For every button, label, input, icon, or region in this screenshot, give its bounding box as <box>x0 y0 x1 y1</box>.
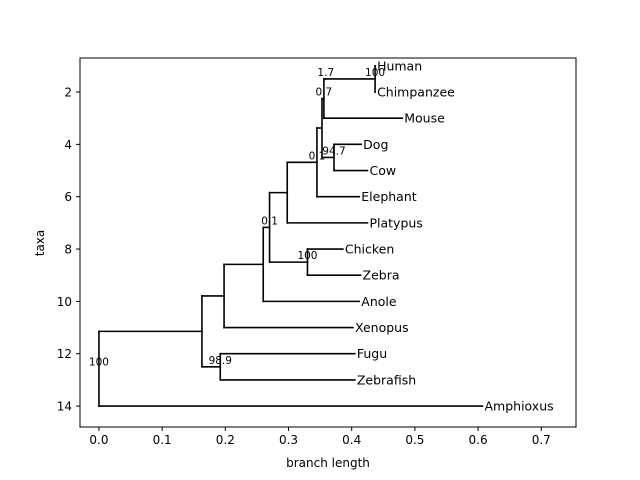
axes-frame <box>79 57 577 428</box>
support-label-root: 100 <box>89 357 109 369</box>
leaf-label-platypus: Platypus <box>369 215 422 230</box>
leaf-label-zebra: Zebra <box>363 268 400 283</box>
leaf-label-fugu: Fugu <box>357 346 387 361</box>
x-tick-label: 0.6 <box>469 433 488 447</box>
y-tick-label: 14 <box>57 400 72 414</box>
y-tick-label: 6 <box>64 190 72 204</box>
leaf-label-cow: Cow <box>369 163 396 178</box>
x-axis-title: branch length <box>286 456 370 470</box>
x-axis: 0.0 0.1 0.2 0.3 0.4 0.5 0.6 0.7 <box>89 427 551 447</box>
y-tick-label: 4 <box>64 138 72 152</box>
y-axis-title: taxa <box>33 230 47 257</box>
y-tick-label: 2 <box>64 86 72 100</box>
leaf-label-chicken: Chicken <box>345 242 394 257</box>
y-tick-label: 12 <box>57 347 72 361</box>
support-label-amniota: 0.1 <box>261 215 278 227</box>
leaf-label-human: Human <box>377 58 422 73</box>
support-label-dog-cow: 94.7 <box>322 145 345 157</box>
leaf-label-anole: Anole <box>361 294 397 309</box>
tree-branches <box>98 65 484 407</box>
leaf-label-amphioxus: Amphioxus <box>484 399 553 414</box>
leaf-label-mouse: Mouse <box>404 111 445 126</box>
support-label-euarchontoglires: 0.7 <box>316 87 333 99</box>
leaf-label-elephant: Elephant <box>361 189 417 204</box>
x-tick-label: 0.5 <box>405 433 424 447</box>
x-tick-label: 0.3 <box>279 433 298 447</box>
x-tick-label: 0.7 <box>532 433 551 447</box>
support-label-teleostei: 98.9 <box>209 355 232 367</box>
support-label-primates: 1.7 <box>317 67 334 79</box>
leaf-labels: Human Chimpanzee Mouse Dog Cow Elephant … <box>345 58 554 413</box>
support-label-eutheria: 0.1 <box>309 150 326 162</box>
x-tick-label: 0.1 <box>153 433 172 447</box>
support-label-chicken-zebra: 100 <box>297 250 317 262</box>
leaf-label-zebrafish: Zebrafish <box>357 372 416 387</box>
y-tick-label: 8 <box>64 243 72 257</box>
support-label-human-chimp: 100 <box>365 67 385 79</box>
x-tick-label: 0.4 <box>342 433 361 447</box>
leaf-label-dog: Dog <box>363 137 388 152</box>
leaf-label-chimpanzee: Chimpanzee <box>377 85 455 100</box>
x-tick-label: 0.0 <box>89 433 108 447</box>
y-tick-label: 10 <box>57 295 72 309</box>
x-tick-label: 0.2 <box>216 433 235 447</box>
y-axis: 2 4 6 8 10 12 14 <box>57 86 80 414</box>
leaf-label-xenopus: Xenopus <box>355 320 409 335</box>
